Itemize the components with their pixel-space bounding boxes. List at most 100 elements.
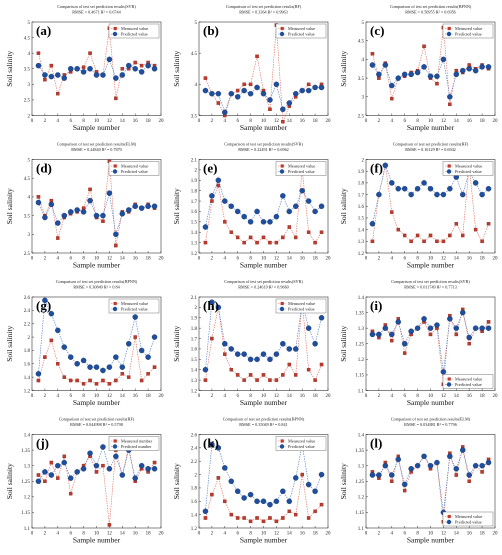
y-tick-label: 2.2 [191,460,198,465]
y-tick-label: 1.35 [355,449,364,454]
chart-subtitle: RMSE = 0.011749 R² = 0.7713 [404,285,456,290]
x-tick-label: 12 [107,257,113,262]
y-axis-label: Soil salinity [172,50,181,86]
measured-point [281,373,285,377]
predicted-point [145,62,151,69]
measured-point [62,375,67,379]
x-tick-label: 16 [133,119,139,124]
y-axis-label: Soil salinity [339,50,348,86]
x-axis-label: Sample number [240,398,288,407]
x-tick-label: 18 [313,119,319,124]
measured-point [248,373,253,377]
measured-point [68,378,73,383]
legend-predicted-marker [279,169,285,174]
x-tick-label: 6 [236,119,239,124]
legend-measured-label: Measured value [455,26,482,31]
measured-point [402,488,407,493]
measured-point [261,235,266,240]
predicted-point [260,90,267,97]
y-axis-label: Soil salinity [339,325,348,361]
x-axis-label: Sample number [73,123,121,132]
predicted-point [42,72,48,78]
predicted-point [234,94,241,100]
chart-title: Comparison of test set prediction result… [391,279,470,284]
x-tick-label: 18 [480,532,486,537]
predicted-point [318,315,325,321]
x-tick-label: 10 [261,532,267,537]
predicted-point [151,466,158,472]
x-tick-label: 20 [159,532,165,537]
legend-predicted-marker [446,169,452,174]
x-tick-label: 12 [274,532,280,537]
x-tick-label: 0 [365,257,368,262]
x-tick-label: 20 [159,394,165,399]
legend-measured-marker [113,164,117,168]
measured-point [203,378,208,382]
measured-point [81,65,86,69]
measured-point [370,52,375,56]
y-tick-label: 3.5 [24,214,31,219]
x-tick-label: 14 [287,119,293,124]
x-tick-label: 4 [57,532,60,537]
y-tick-label: 1.25 [355,343,364,348]
predicted-point [61,212,68,219]
measured-point [235,88,240,93]
y-axis-label: Soil salinity [172,463,181,499]
chart-subtitle: RMSE = 0.044998 R² = 0.5798 [70,422,123,427]
y-tick-label: 1.2 [358,252,365,257]
predicted-point [376,472,382,478]
y-tick-label: 2 [362,158,365,163]
measured-point [56,362,60,366]
legend-measured-label: Measured number [121,439,153,444]
measured-point [268,240,272,245]
x-tick-label: 8 [82,532,85,537]
predicted-point [254,498,260,505]
chart-panel-k: Comparison of test set prediction result… [172,417,331,545]
predicted-point [119,72,126,78]
predicted-point [273,81,280,88]
x-axis-label: Sample number [407,261,455,270]
measured-point [287,225,292,229]
predicted-point [382,462,389,469]
predicted-point [132,314,138,320]
x-axis-label: Sample number [240,536,288,545]
y-tick-label: 1.2 [191,252,198,257]
y-tick-label: 1.5 [191,358,198,363]
predicted-point [447,94,453,100]
y-tick-label: 4.5 [24,36,31,41]
predicted-point [42,469,48,475]
measured-point [203,76,208,80]
predicted-point [401,185,408,192]
predicted-point [293,475,299,481]
predicted-point [222,465,228,471]
measured-point [390,96,394,101]
measured-point [306,230,311,234]
predicted-point [460,447,466,453]
predicted-point [414,185,421,192]
predicted-point [395,319,402,325]
predicted-point [202,508,209,515]
legend-measured-marker [113,439,117,443]
x-tick-label: 0 [198,394,201,399]
measured-point [422,239,426,244]
y-tick-label: 3.5 [358,77,365,82]
chart-title: Comparison of test set prediction result… [59,417,135,422]
x-tick-label: 8 [249,394,252,399]
x-tick-label: 2 [211,394,214,399]
y-tick-label: 1.1 [358,527,365,532]
panel-label: (d) [36,161,52,176]
legend-predicted-label: Predicted value [121,307,148,312]
chart-title: Comparison of test set prediction result… [57,142,137,147]
measured-point [306,82,311,87]
chart-panel-e: Comparison of test set prediction result… [172,142,331,270]
x-tick-label: 10 [261,119,267,124]
measured-point [294,512,298,517]
x-tick-label: 8 [249,119,252,124]
predicted-point [93,212,100,219]
x-tick-label: 12 [274,119,280,124]
y-tick-label: 2.6 [24,296,31,301]
x-tick-label: 4 [391,532,394,537]
y-tick-label: 1.5 [191,221,198,226]
x-tick-label: 16 [467,257,473,262]
predicted-point [80,209,87,215]
